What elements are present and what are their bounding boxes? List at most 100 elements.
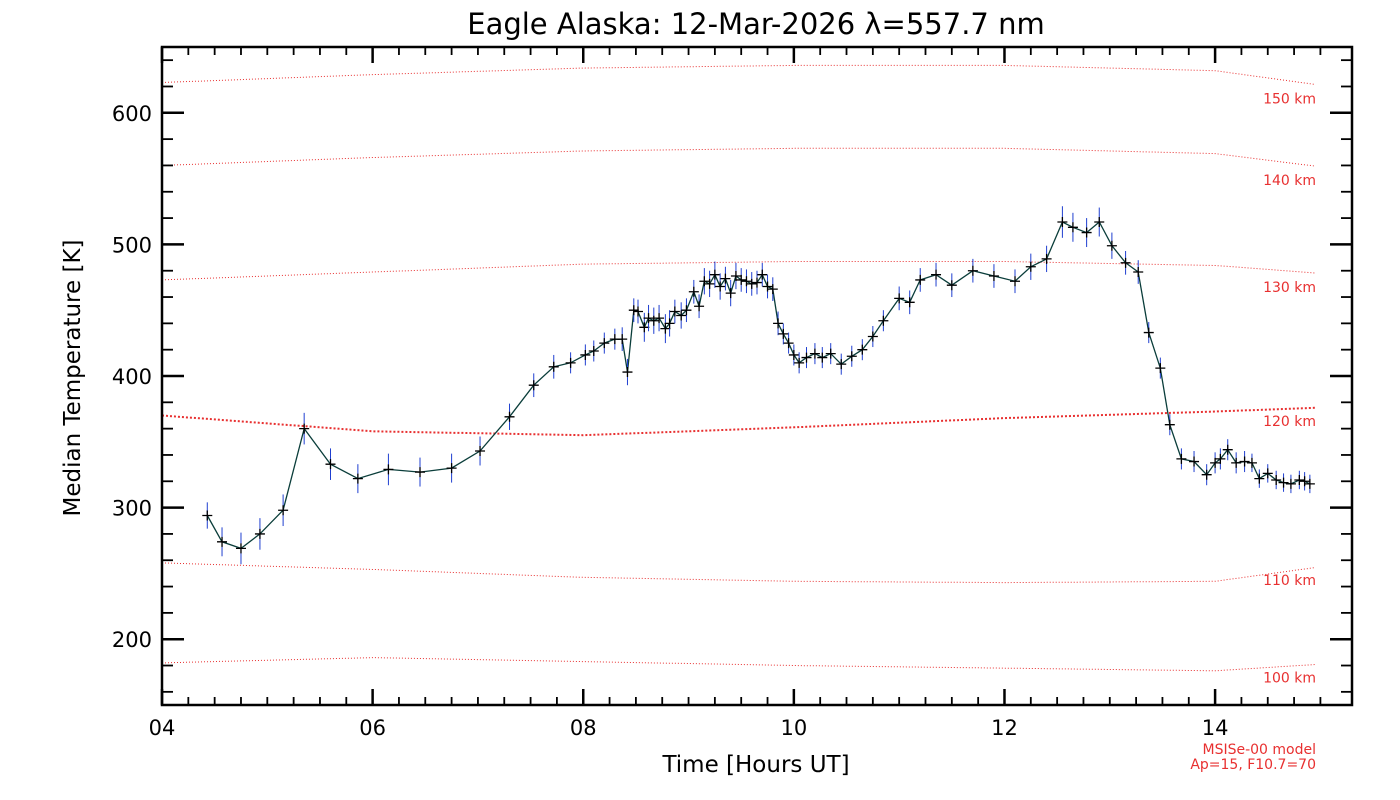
- data-point: [254, 528, 265, 539]
- x-tick-label: 14: [1202, 716, 1229, 740]
- data-point: [767, 284, 778, 295]
- data-point: [669, 306, 680, 317]
- data-point: [383, 464, 394, 475]
- x-tick-label: 10: [780, 716, 807, 740]
- x-tick-label: 04: [149, 716, 176, 740]
- data-point: [736, 274, 747, 285]
- model-curve-label: 120 km: [1263, 414, 1316, 430]
- data-point: [704, 278, 715, 289]
- data-point: [783, 338, 794, 349]
- data-point: [1246, 457, 1257, 468]
- model-curve-label: 130 km: [1263, 280, 1316, 296]
- data-point: [1271, 474, 1282, 485]
- data-point: [1176, 453, 1187, 464]
- series-line: [206, 220, 1311, 550]
- data-point: [846, 351, 857, 362]
- data-point: [867, 331, 878, 342]
- data-point: [904, 297, 915, 308]
- data-point: [1262, 468, 1273, 479]
- data-point: [1133, 267, 1144, 278]
- model-curve-140-km: [161, 147, 1316, 167]
- model-curves: 100 km 110 km 120 km 130 km 140 km 150 km: [161, 64, 1316, 687]
- data-point: [676, 310, 687, 321]
- data-point: [565, 357, 576, 368]
- data-point: [1294, 474, 1305, 485]
- data-point: [1067, 222, 1078, 233]
- data-point: [894, 293, 905, 304]
- data-point: [664, 318, 675, 329]
- data-point: [643, 313, 654, 324]
- data-point: [548, 361, 559, 372]
- data-point: [1155, 363, 1166, 374]
- data-point: [788, 349, 799, 360]
- y-tick-label: 400: [112, 365, 152, 389]
- chart-title: Eagle Alaska: 12-Mar-2026 λ=557.7 nm: [467, 7, 1044, 41]
- model-curve-130-km: [161, 261, 1316, 281]
- data-point: [325, 459, 336, 470]
- data-point: [1215, 453, 1226, 464]
- data-point: [660, 323, 671, 334]
- data-point: [633, 306, 643, 317]
- data-point: [1201, 469, 1212, 480]
- data-point: [1057, 217, 1068, 228]
- data-point: [1164, 419, 1175, 430]
- data-point: [946, 280, 957, 291]
- data-point: [588, 345, 599, 356]
- data-point: [352, 473, 363, 484]
- data-point: [757, 269, 768, 280]
- axes: 04 06 08 10 12 14 200 300 400 500 600: [112, 45, 1354, 740]
- data-point: [857, 344, 868, 355]
- data-point: [446, 463, 457, 474]
- data-point: [694, 301, 705, 312]
- y-axis-label: Median Temperature [K]: [60, 240, 86, 517]
- data-point: [709, 269, 720, 280]
- data-point: [752, 277, 762, 288]
- data-point: [762, 281, 773, 292]
- model-curve-label: 100 km: [1263, 671, 1316, 687]
- data-point: [617, 334, 628, 345]
- x-tick-label: 12: [991, 716, 1018, 740]
- data-point: [1285, 478, 1296, 489]
- data-point: [1143, 327, 1154, 338]
- model-curve-150-km: [161, 64, 1316, 85]
- data-point: [688, 286, 699, 297]
- data-point: [528, 380, 539, 391]
- data-point: [1239, 456, 1250, 467]
- data-point: [1231, 457, 1242, 468]
- data-point: [639, 322, 650, 333]
- y-tick-label: 600: [112, 102, 152, 126]
- data-point: [720, 273, 731, 284]
- x-axis-label: Time [Hours UT]: [661, 752, 849, 778]
- data-point: [1120, 257, 1131, 268]
- data-point: [794, 357, 805, 368]
- model-curve-120-km: [161, 406, 1316, 437]
- data-point: [622, 367, 633, 378]
- data-point: [746, 278, 757, 289]
- model-note-line-2: Ap=15, F10.7=70: [1190, 757, 1316, 773]
- data-point: [278, 505, 289, 516]
- model-curve-100-km: [161, 657, 1316, 672]
- data-point: [217, 536, 228, 547]
- y-tick-label: 300: [112, 497, 152, 521]
- data-point: [628, 305, 639, 316]
- data-point: [1189, 456, 1200, 467]
- data-point: [715, 281, 726, 292]
- data-point: [725, 288, 736, 299]
- data-point: [967, 265, 978, 276]
- model-curve-label: 150 km: [1263, 92, 1316, 108]
- data-point: [1106, 240, 1117, 251]
- data-point: [825, 348, 836, 359]
- data-point: [654, 313, 665, 324]
- data-point: [1254, 473, 1265, 484]
- data-point: [580, 349, 591, 360]
- data-point: [475, 446, 486, 457]
- data-point: [1210, 457, 1221, 468]
- data-point: [773, 318, 784, 329]
- data-point: [1081, 227, 1092, 238]
- data-point: [878, 315, 889, 326]
- data-point: [681, 305, 692, 316]
- data-point: [1010, 276, 1021, 287]
- data-point: [1094, 217, 1105, 228]
